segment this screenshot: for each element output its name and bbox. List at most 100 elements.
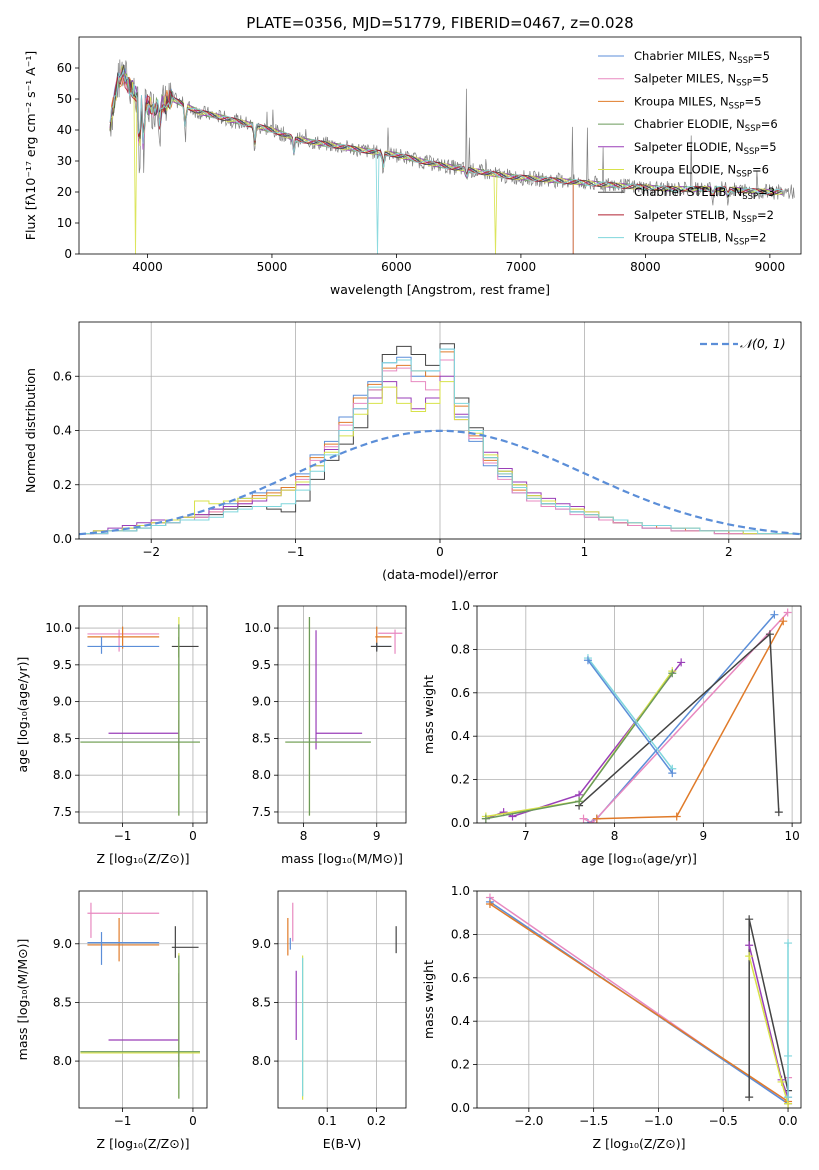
x-tick-label: −1.5 (579, 1114, 608, 1128)
y-tick-label: 1.0 (451, 599, 470, 613)
y-axis-label: age [log₁₀(age/yr)] (15, 657, 30, 773)
legend-label: Chabrier MILES, NSSP=5 (634, 49, 770, 66)
y-tick-label: 9.0 (252, 695, 271, 709)
spectrum-panel: 4000 5000 6000 7000 8000 9000 0 10 20 30 40 50 60 wav… (23, 14, 802, 297)
x-tick-label: 4000 (132, 260, 163, 274)
y-tick-label: 0.2 (451, 773, 470, 787)
y-tick-label: 1.0 (451, 884, 470, 898)
x-axis-label: wavelength [Angstrom, rest frame] (330, 282, 550, 297)
weight-line (583, 611, 789, 823)
legend-value: =2 (757, 208, 774, 222)
z-mass-panel: −1 0 8.0 8.5 9.0 Z [log₁₀(Z/Z⊙)] mass [log₁₀(M… (15, 890, 208, 1151)
axes-frame (78, 890, 208, 1109)
x-axis-label: Z [log₁₀(Z/Z⊙)] (97, 1136, 190, 1151)
plus-marker (745, 915, 754, 924)
legend-label: Salpeter STELIB, NSSP=2 (634, 208, 774, 225)
legend-subscript: SSP (736, 170, 752, 180)
x-tick-label: −0.5 (709, 1114, 738, 1128)
histogram-step (79, 348, 801, 539)
legend-value: =5 (744, 94, 761, 108)
y-tick-label: 0.4 (451, 1014, 470, 1028)
y-tick-label: 0.8 (451, 927, 470, 941)
plus-marker (588, 819, 597, 823)
y-tick-label: 10.0 (45, 621, 72, 635)
axes-frame (78, 605, 208, 824)
plus-marker (774, 808, 783, 817)
x-tick-label: 8 (300, 829, 308, 843)
x-axis-label: Z [log₁₀(Z/Z⊙)] (593, 1136, 686, 1151)
x-tick-label: 9 (700, 829, 708, 843)
legend-label: Salpeter MILES, NSSP=5 (634, 72, 769, 89)
y-tick-label: 0.4 (451, 729, 470, 743)
legend-subscript: SSP (744, 147, 760, 157)
model-line (109, 64, 783, 197)
y-tick-label: 0.6 (53, 369, 72, 383)
plus-marker (745, 941, 754, 950)
ebv-mass-panel: 0.1 0.2 8.0 8.5 9.0 E(B-V) (252, 890, 407, 1151)
weight-line (489, 903, 789, 1103)
model-line (109, 70, 783, 197)
y-tick-label: 8.0 (252, 768, 271, 782)
plus-marker (575, 797, 584, 806)
y-tick-label: 30 (57, 154, 72, 168)
y-tick-label: 50 (57, 92, 72, 106)
y-axis-label: mass [log₁₀(M/M⊙)] (15, 939, 30, 1061)
x-tick-label: 0 (189, 1114, 197, 1128)
plot-area (285, 617, 403, 816)
x-tick-label: −1 (287, 545, 305, 559)
plus-marker (784, 1051, 793, 1060)
y-tick-label: 0.2 (451, 1058, 470, 1072)
legend-subscript: SSP (736, 79, 752, 89)
plus-marker (485, 900, 494, 909)
y-axis-label: Normed distribution (23, 368, 38, 493)
y-tick-label: 0.0 (53, 532, 72, 546)
axes-frame (277, 890, 407, 1109)
x-tick-label: 9 (373, 829, 381, 843)
y-tick-label: 9.0 (252, 937, 271, 951)
y-tick-label: 60 (57, 61, 72, 75)
chart-title: PLATE=0356, MJD=51779, FIBERID=0467, z=0… (246, 14, 633, 32)
data-spectrum-line (109, 59, 795, 206)
y-tick-label: 8.5 (252, 995, 271, 1009)
legend-value: =6 (761, 117, 778, 131)
axes-frame (476, 605, 802, 824)
age-weight-panel: 7 8 9 10 0.0 0.2 0.4 0.6 0.8 1.0 age [log₁₀(age/yr… (421, 599, 802, 866)
plot-area (481, 608, 792, 823)
plus-marker (745, 952, 754, 961)
plot-area (287, 902, 397, 1100)
y-tick-label: 0.6 (451, 971, 470, 985)
plus-marker (770, 610, 779, 619)
normal-legend-label: 𝒩(0, 1) (740, 336, 786, 351)
legend-value: =5 (753, 49, 770, 63)
plus-marker (777, 1077, 786, 1086)
mass-age-panel: 8 9 7.5 8.0 8.5 9.0 9.5 10.0 mass [log₁₀(M/M⊙)] (244, 605, 407, 866)
legend-label: Kroupa MILES, NSSP=5 (634, 94, 761, 111)
y-tick-label: 0.4 (53, 424, 72, 438)
plus-marker (481, 814, 490, 823)
axes-frame (476, 890, 802, 1109)
x-tick-label: −2 (142, 545, 160, 559)
y-tick-label: 0.6 (451, 686, 470, 700)
x-tick-label: 9000 (755, 260, 786, 274)
residuals-panel: −2 −1 0 1 2 0.0 0.2 0.4 0.6 (data-model)/error Nor… (23, 321, 802, 582)
x-tick-label: 0.2 (367, 1114, 386, 1128)
legend-subscript: SSP (741, 215, 757, 225)
y-axis-label: Flux [fλ10⁻¹⁷ erg cm⁻² s⁻¹ A⁻¹] (23, 51, 38, 240)
plot-area (80, 617, 200, 816)
plus-marker (668, 769, 677, 778)
x-tick-label: −1 (114, 829, 132, 843)
plot-area (79, 343, 801, 539)
normal-curve (79, 429, 801, 536)
legend-value: =6 (752, 163, 769, 177)
y-tick-label: 20 (57, 185, 72, 199)
x-tick-label: 8000 (630, 260, 661, 274)
x-tick-label: −1.0 (644, 1114, 673, 1128)
model-line (109, 72, 783, 196)
plot-area (485, 893, 793, 1108)
y-tick-label: 8.5 (53, 995, 72, 1009)
plus-marker (779, 617, 788, 626)
y-tick-label: 9.0 (53, 937, 72, 951)
model-line (109, 69, 574, 254)
legend-subscript: SSP (734, 238, 750, 248)
plus-marker (672, 812, 681, 821)
